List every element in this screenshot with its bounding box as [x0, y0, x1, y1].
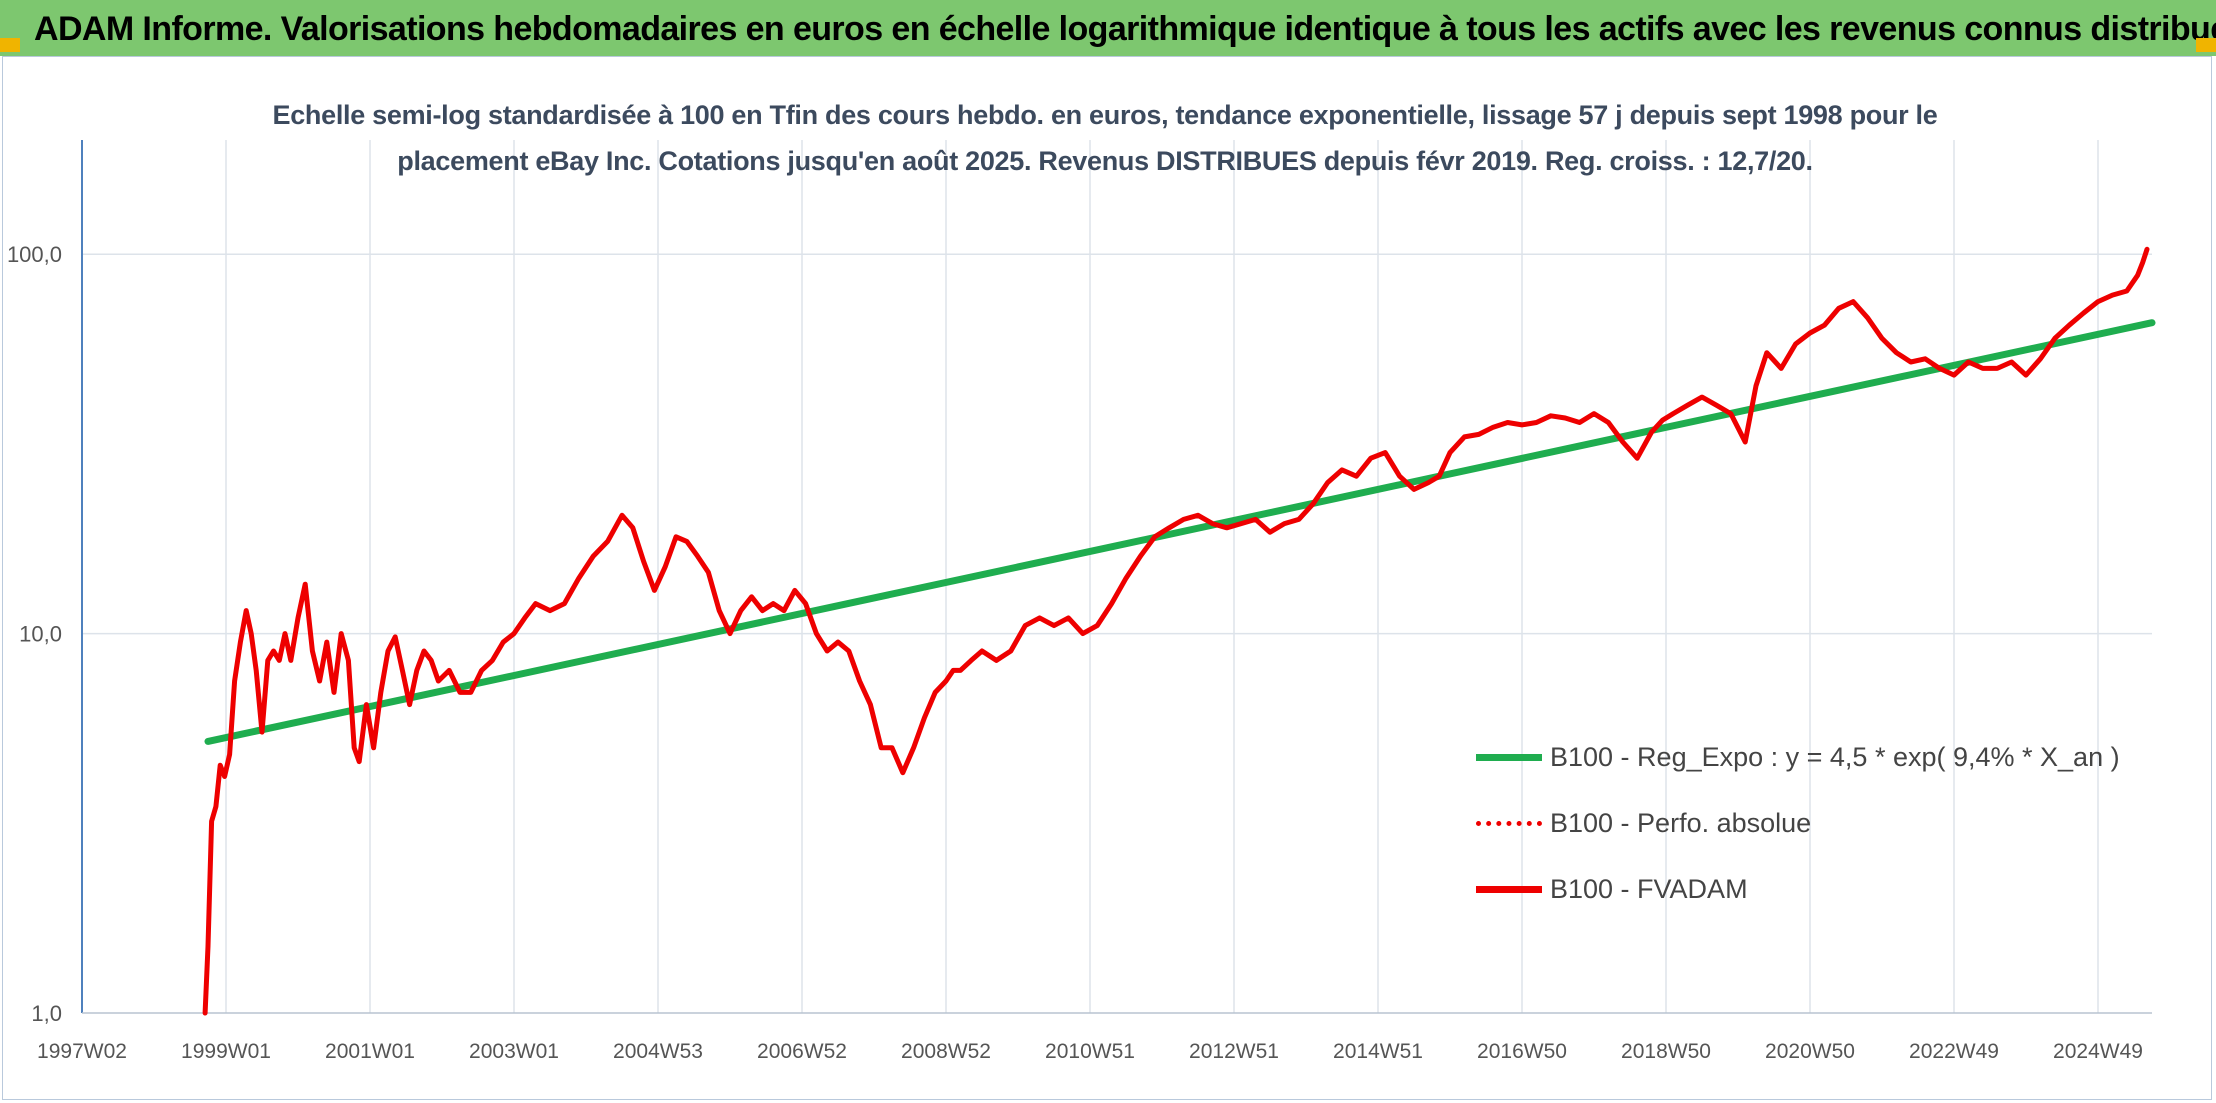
x-tick-label: 2020W50	[1765, 1040, 1855, 1063]
grid-layer	[82, 140, 2152, 1013]
x-tick-label: 2018W50	[1621, 1040, 1711, 1063]
y-tick-label: 10,0	[19, 622, 62, 647]
banner-title: ADAM Informe. Valorisations hebdomadaire…	[34, 10, 2216, 48]
x-tick-label: 1999W01	[181, 1040, 271, 1063]
x-tick-label: 2024W49	[2053, 1040, 2143, 1063]
title-banner: ADAM Informe. Valorisations hebdomadaire…	[0, 0, 2216, 56]
corner-marker-top-right	[2196, 38, 2216, 52]
legend-label-perfo: B100 - Perfo. absolue	[1550, 807, 1812, 838]
series-layer	[202, 246, 2156, 1016]
x-tick-label: 2001W01	[325, 1040, 415, 1063]
y-tick-label: 100,0	[7, 242, 62, 267]
x-tick-label: 2012W51	[1189, 1040, 1279, 1063]
chart-subtitle: Echelle semi-log standardisée à 100 en T…	[270, 92, 1940, 184]
legend-swatch-regression	[1476, 753, 1542, 761]
legend-swatch-perfo	[1476, 820, 1542, 826]
x-tick-label: 2016W50	[1477, 1040, 1567, 1063]
legend-item-perfo: B100 - Perfo. absolue	[1476, 803, 1811, 843]
x-tick-label: 2006W52	[757, 1040, 847, 1063]
series-fvadam-line	[202, 246, 2150, 1016]
legend-swatch-fvadam	[1476, 885, 1542, 893]
corner-marker-top-left	[0, 38, 20, 52]
x-tick-label: 2003W01	[469, 1040, 559, 1063]
chart-subtitle-line-2: placement eBay Inc. Cotations jusqu'en a…	[397, 146, 1813, 176]
legend-label-regression: B100 - Reg_Expo : y = 4,5 * exp( 9,4% * …	[1550, 741, 2120, 772]
x-tick-label: 2008W52	[901, 1040, 991, 1063]
series-regression-line	[204, 319, 2156, 745]
y-tick-label: 1,0	[31, 1001, 62, 1026]
x-tick-label: 1997W02	[37, 1040, 127, 1063]
axis-layer: 1,0 10,0 100,0 1997W02 1999W01 2001W01 2003W01…	[7, 140, 2152, 1063]
x-tick-label: 2010W51	[1045, 1040, 1135, 1063]
legend-item-regression: B100 - Reg_Expo : y = 4,5 * exp( 9,4% * …	[1476, 737, 2120, 777]
legend-item-fvadam: B100 - FVADAM	[1476, 869, 1748, 909]
x-tick-label: 2022W49	[1909, 1040, 1999, 1063]
x-tick-label: 2014W51	[1333, 1040, 1423, 1063]
legend-label-fvadam: B100 - FVADAM	[1550, 873, 1748, 904]
x-tick-label: 2004W53	[613, 1040, 703, 1063]
chart-subtitle-line-1: Echelle semi-log standardisée à 100 en T…	[272, 100, 1938, 130]
